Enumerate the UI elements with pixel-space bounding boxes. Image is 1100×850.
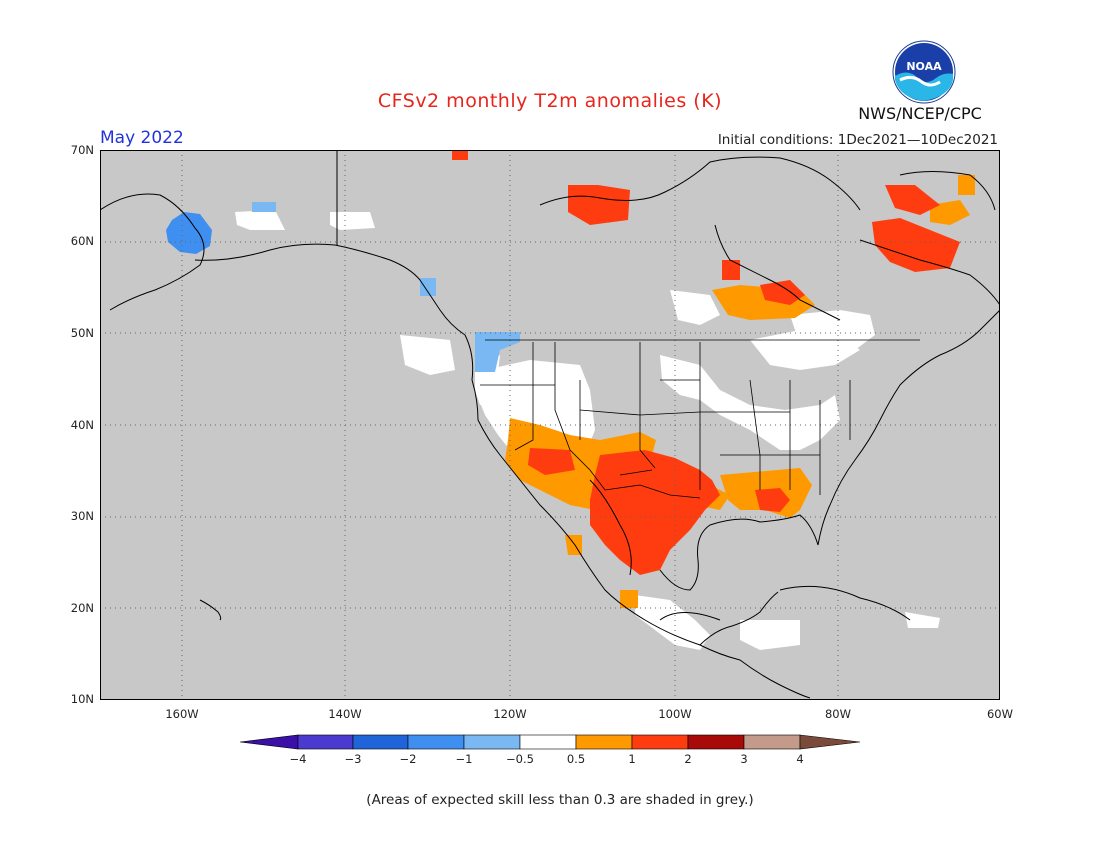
- lat-label-30n: 30N: [54, 509, 94, 523]
- colorbar-swatch-1-2: [632, 735, 688, 749]
- colorbar-swatch-3-4: [744, 735, 800, 749]
- noaa-logo: NOAA: [892, 40, 956, 104]
- lat-label-20n: 20N: [54, 601, 94, 615]
- lat-label-60n: 60N: [54, 234, 94, 248]
- noaa-logo-text: NOAA: [906, 60, 942, 73]
- colorbar-label-minus05: −0.5: [500, 752, 540, 766]
- colorbar-swatch-2-3: [688, 735, 744, 749]
- colorbar-swatch-minus2-minus1: [408, 735, 464, 749]
- colorbar-swatch-minus1-minus05: [464, 735, 520, 749]
- colorbar: [240, 734, 862, 750]
- colorbar-swatch-above-4: [800, 735, 860, 749]
- colorbar-swatch-below-4: [240, 735, 298, 749]
- lon-label-60w: 60W: [970, 707, 1030, 721]
- lat-label-40n: 40N: [54, 418, 94, 432]
- colorbar-swatch-05-1: [576, 735, 632, 749]
- initial-conditions-label: Initial conditions: 1Dec2021—10Dec2021: [600, 132, 998, 148]
- lon-label-120w: 120W: [480, 707, 540, 721]
- valid-month-label: May 2022: [100, 128, 184, 148]
- lon-label-100w: 100W: [645, 707, 705, 721]
- lat-label-70n: 70N: [54, 143, 94, 157]
- colorbar-label-minus1: −1: [444, 752, 484, 766]
- map-frame: [100, 150, 1000, 700]
- colorbar-label-4: 4: [780, 752, 820, 766]
- lon-label-160w: 160W: [152, 707, 212, 721]
- colorbar-label-3: 3: [724, 752, 764, 766]
- colorbar-label-minus2: −2: [388, 752, 428, 766]
- lat-label-50n: 50N: [54, 326, 94, 340]
- agency-label: NWS/NCEP/CPC: [820, 104, 1020, 123]
- colorbar-swatch-minus3-minus2: [353, 735, 408, 749]
- colorbar-label-1: 1: [612, 752, 652, 766]
- colorbar-label-2: 2: [668, 752, 708, 766]
- colorbar-label-05: 0.5: [556, 752, 596, 766]
- colorbar-label-minus3: −3: [333, 752, 373, 766]
- colorbar-swatch-minus4-minus3: [298, 735, 353, 749]
- lat-label-10n: 10N: [54, 692, 94, 706]
- map-title: CFSv2 monthly T2m anomalies (K): [340, 90, 760, 112]
- colorbar-label-minus4: −4: [278, 752, 318, 766]
- colorbar-swatch-near-normal: [520, 735, 576, 749]
- skill-footnote: (Areas of expected skill less than 0.3 a…: [200, 792, 920, 808]
- lon-label-80w: 80W: [808, 707, 868, 721]
- lon-label-140w: 140W: [315, 707, 375, 721]
